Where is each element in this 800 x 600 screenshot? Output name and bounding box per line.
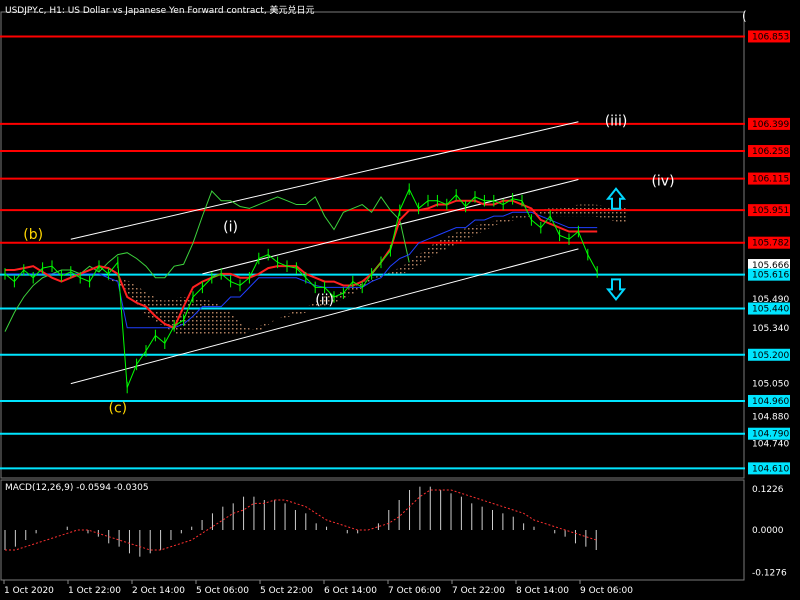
price-tag xyxy=(748,302,790,315)
price-tick-label: 105.951 xyxy=(752,206,789,216)
x-tick-label: 5 Oct 06:00 xyxy=(196,586,249,596)
wave-label: (ii) xyxy=(315,293,334,309)
price-tick-label: 105.440 xyxy=(752,305,789,315)
macd-tick-label: 0.0000 xyxy=(752,526,784,536)
price-tag xyxy=(748,427,790,440)
x-tick-label: 7 Oct 06:00 xyxy=(388,586,441,596)
macd-label: MACD(12,26,9) -0.0594 -0.0305 xyxy=(5,483,149,493)
price-tick-label: 105.666 xyxy=(752,261,789,271)
x-tick-label: 1 Oct 2020 xyxy=(4,586,54,596)
price-axis: 106.853 106.399 106.258 106.115 105.951 105.7… xyxy=(742,9,790,475)
channel-line xyxy=(70,248,579,385)
price-tick-label: 106.115 xyxy=(752,175,789,185)
channel-line xyxy=(70,121,579,240)
main-grid xyxy=(0,11,745,479)
arrow-up-icon xyxy=(605,187,627,210)
price-tag xyxy=(748,394,790,407)
macd-frame xyxy=(0,479,745,581)
x-tick-label: 2 Oct 14:00 xyxy=(132,586,185,596)
wave-label: (c) xyxy=(108,401,127,417)
signal-arrows xyxy=(605,187,627,301)
x-tick-label: 7 Oct 22:00 xyxy=(452,586,505,596)
trend-channel xyxy=(70,121,579,385)
x-tick-label: 5 Oct 22:00 xyxy=(260,586,313,596)
price-tick-label: 104.610 xyxy=(752,464,789,474)
main-frame xyxy=(0,11,745,479)
price-tick-label: 105.200 xyxy=(752,351,789,361)
price-tick-label: 105.490 xyxy=(752,295,789,305)
wave-label: (iv) xyxy=(651,173,674,189)
price-tag xyxy=(748,348,790,361)
price-tick-label: 104.880 xyxy=(752,412,789,422)
price-series xyxy=(4,183,598,394)
price-tag xyxy=(748,30,790,43)
price-tick-label: 105.782 xyxy=(752,239,789,249)
price-tag xyxy=(748,259,790,272)
price-tick-label: 104.960 xyxy=(752,397,789,407)
macd-tick-label: -0.1276 xyxy=(752,569,787,579)
wave-label: (b) xyxy=(23,227,43,243)
price-tag xyxy=(748,117,790,130)
wave-label: (i) xyxy=(223,220,238,236)
x-tick-label: 1 Oct 22:00 xyxy=(68,586,121,596)
corner-mark: ( xyxy=(742,9,747,23)
wave-labels: (b) (c) (i) (ii) (iii) (iv) xyxy=(23,114,674,417)
price-tick-label: 105.050 xyxy=(752,380,789,390)
macd-tick-label: 0.1226 xyxy=(752,485,784,495)
x-tick-label: 6 Oct 14:00 xyxy=(324,586,377,596)
price-line xyxy=(4,187,598,388)
kijun-sen-line xyxy=(5,211,598,329)
channel-line xyxy=(202,179,579,275)
price-tick-label: 106.853 xyxy=(752,32,789,42)
price-levels xyxy=(0,35,745,470)
macd-signal-line xyxy=(5,489,597,551)
price-tick-label: 104.740 xyxy=(752,439,789,449)
price-tag xyxy=(748,145,790,158)
chart-title: USDJPY.c, H1: US Dollar vs Japanese Yen … xyxy=(5,6,315,16)
price-tick-label: 105.616 xyxy=(752,271,789,281)
price-tag xyxy=(748,236,790,249)
price-tick-label: 105.340 xyxy=(752,324,789,334)
price-tag xyxy=(748,268,790,281)
price-tag xyxy=(748,172,790,185)
x-tick-label: 9 Oct 06:00 xyxy=(580,586,633,596)
price-tag xyxy=(748,462,790,475)
wave-label: (iii) xyxy=(605,114,628,130)
time-axis: 1 Oct 2020 1 Oct 22:00 2 Oct 14:00 5 Oct 06… xyxy=(3,580,633,596)
price-tick-label: 104.790 xyxy=(752,430,789,440)
macd-panel: 0.1226 0.0000 -0.1276 xyxy=(0,479,787,581)
arrow-down-icon xyxy=(605,278,627,301)
x-tick-label: 8 Oct 14:00 xyxy=(516,586,569,596)
price-tick-label: 106.399 xyxy=(752,120,789,130)
price-tick-label: 106.258 xyxy=(752,147,789,157)
price-tag xyxy=(748,204,790,217)
chikou-span-line xyxy=(4,190,410,332)
